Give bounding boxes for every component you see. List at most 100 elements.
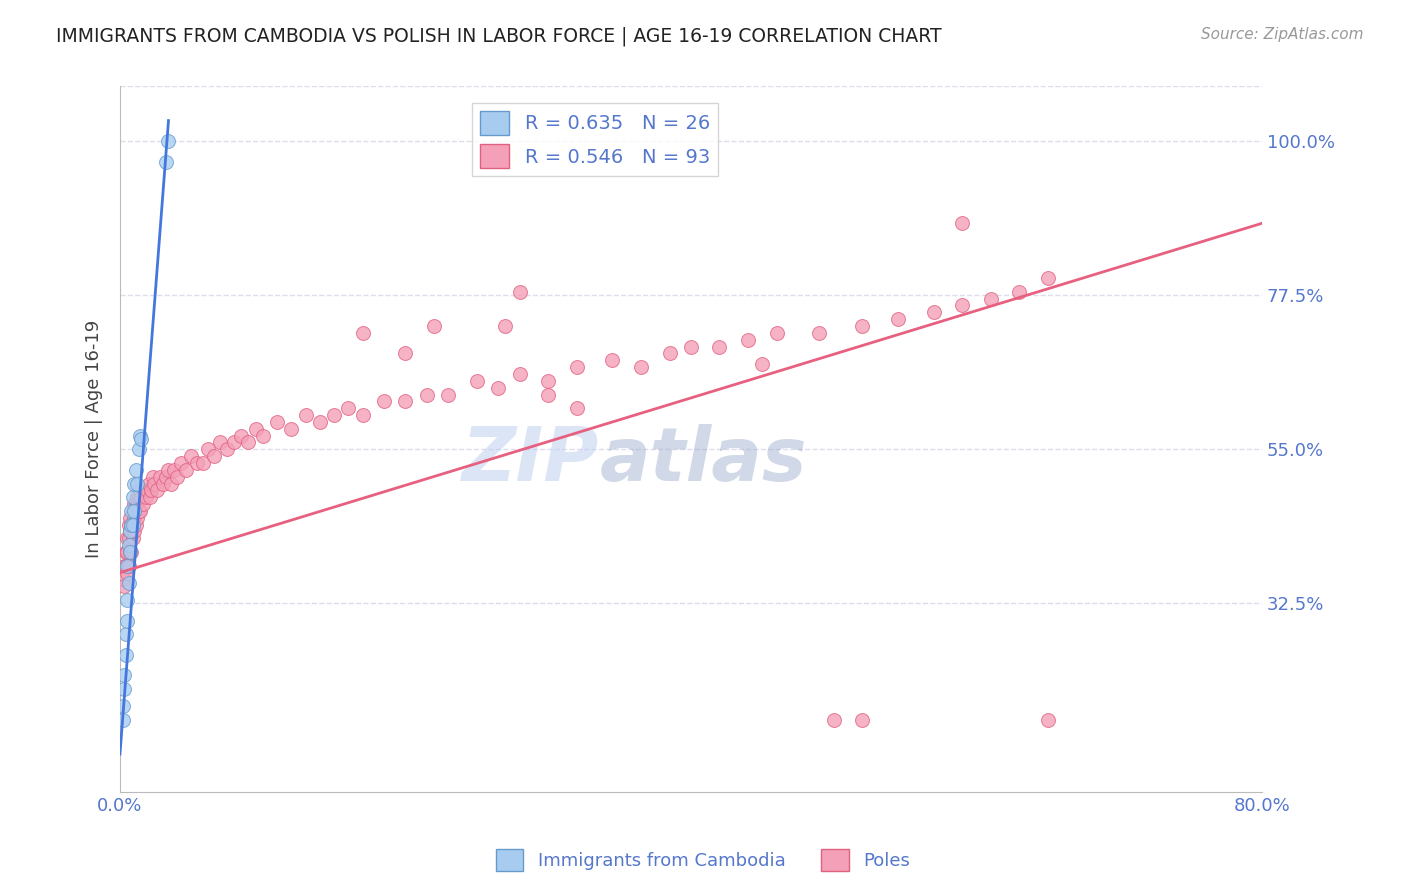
Point	[808, 326, 831, 340]
Point	[141, 483, 163, 498]
Point	[124, 497, 146, 511]
Point	[658, 346, 681, 360]
Point	[709, 340, 731, 354]
Point	[128, 504, 150, 518]
Point	[120, 504, 142, 518]
Text: IMMIGRANTS FROM CAMBODIA VS POLISH IN LABOR FORCE | AGE 16-19 CORRELATION CHART: IMMIGRANTS FROM CAMBODIA VS POLISH IN LA…	[56, 27, 942, 46]
Point	[127, 510, 149, 524]
Point	[679, 340, 702, 354]
Point	[121, 490, 143, 504]
Text: atlas: atlas	[599, 424, 807, 497]
Point	[416, 387, 439, 401]
Point	[157, 134, 180, 148]
Point	[157, 463, 180, 477]
Point	[129, 428, 152, 442]
Point	[129, 483, 152, 498]
Point	[117, 538, 139, 552]
Point	[423, 319, 446, 334]
Point	[118, 545, 141, 559]
Point	[117, 575, 139, 590]
Point	[565, 360, 588, 375]
Point	[111, 573, 134, 587]
Point	[1036, 271, 1059, 285]
Text: Source: ZipAtlas.com: Source: ZipAtlas.com	[1201, 27, 1364, 42]
Point	[115, 614, 138, 628]
Point	[160, 476, 183, 491]
Point	[308, 415, 330, 429]
Point	[238, 435, 260, 450]
Point	[115, 593, 138, 607]
Point	[887, 312, 910, 326]
Point	[252, 428, 274, 442]
Point	[129, 504, 152, 518]
Point	[323, 408, 346, 422]
Point	[465, 374, 488, 388]
Point	[134, 483, 156, 498]
Point	[180, 449, 202, 463]
Point	[112, 681, 135, 696]
Point	[950, 298, 973, 312]
Point	[121, 532, 143, 546]
Point	[117, 532, 139, 546]
Point	[208, 435, 231, 450]
Point	[186, 456, 208, 470]
Point	[128, 490, 150, 504]
Y-axis label: In Labor Force | Age 16-19: In Labor Force | Age 16-19	[86, 320, 103, 558]
Point	[630, 360, 652, 375]
Point	[112, 579, 135, 593]
Point	[118, 524, 141, 539]
Point	[765, 326, 787, 340]
Point	[509, 285, 531, 299]
Point	[120, 517, 142, 532]
Point	[138, 476, 160, 491]
Point	[163, 463, 186, 477]
Point	[124, 463, 146, 477]
Point	[352, 408, 374, 422]
Point	[1008, 285, 1031, 299]
Legend: R = 0.635   N = 26, R = 0.546   N = 93: R = 0.635 N = 26, R = 0.546 N = 93	[472, 103, 718, 176]
Point	[373, 394, 395, 409]
Point	[751, 357, 773, 371]
Point	[352, 326, 374, 340]
Point	[124, 517, 146, 532]
Point	[394, 346, 416, 360]
Point	[215, 442, 238, 457]
Point	[155, 469, 177, 483]
Point	[142, 469, 165, 483]
Point	[131, 432, 153, 446]
Point	[127, 490, 149, 504]
Point	[115, 558, 138, 573]
Point	[166, 469, 188, 483]
Point	[114, 558, 136, 573]
Point	[149, 469, 172, 483]
Point	[120, 517, 142, 532]
Point	[266, 415, 288, 429]
Point	[114, 627, 136, 641]
Legend: Immigrants from Cambodia, Poles: Immigrants from Cambodia, Poles	[489, 842, 917, 879]
Point	[131, 490, 153, 504]
Point	[394, 394, 416, 409]
Point	[537, 374, 560, 388]
Point	[115, 566, 138, 580]
Point	[115, 532, 138, 546]
Point	[174, 463, 197, 477]
Point	[118, 524, 141, 539]
Point	[118, 545, 141, 559]
Point	[122, 497, 145, 511]
Point	[111, 699, 134, 714]
Point	[114, 545, 136, 559]
Point	[337, 401, 360, 416]
Point	[139, 490, 162, 504]
Point	[851, 319, 873, 334]
Point	[231, 428, 253, 442]
Point	[565, 401, 588, 416]
Point	[120, 545, 142, 559]
Point	[127, 476, 149, 491]
Point	[152, 476, 174, 491]
Point	[136, 483, 159, 498]
Point	[114, 648, 136, 662]
Point	[294, 408, 316, 422]
Point	[224, 435, 246, 450]
Point	[122, 476, 145, 491]
Point	[112, 668, 135, 682]
